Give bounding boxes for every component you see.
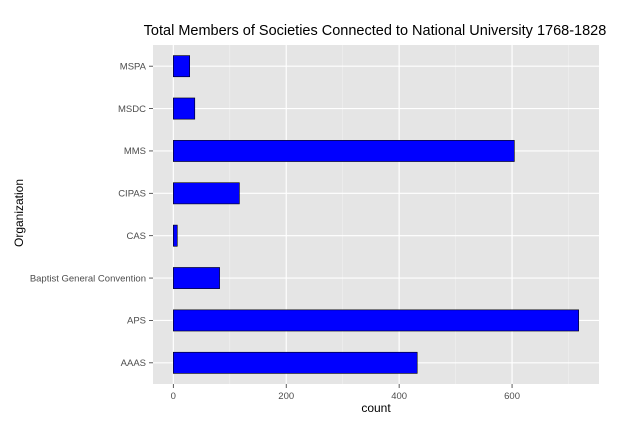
bars-group [173,55,579,374]
bar [173,140,515,162]
bar [173,267,220,289]
y-tick-label: AAAS [121,358,146,369]
y-tick-label: CIPAS [118,189,146,200]
x-tick-label: 600 [504,391,520,402]
y-tick-label: MMS [124,146,146,157]
y-tick-label: Baptist General Convention [30,273,146,284]
bar [173,351,418,374]
x-tick-label: 0 [171,391,176,402]
y-tick-label: CAS [126,231,146,242]
x-tick-label: 400 [391,391,407,402]
bar [173,182,240,205]
bar [173,309,579,332]
chart-title: Total Members of Societies Connected to … [144,23,607,39]
y-tick-label: APS [127,316,146,327]
y-tick-label: MSPA [120,61,147,72]
y-axis-title: Organization [12,179,26,247]
bar [173,55,190,78]
x-axis-title: count [361,401,391,415]
x-axis: 0 200 400 600 [171,384,520,402]
x-tick-label: 200 [278,391,294,402]
y-tick-label: MSDC [118,104,146,115]
y-axis: MSPA MSDC MMS CIPAS CAS Baptist General Conve… [30,61,153,369]
bar [173,97,196,120]
plot-background [153,45,599,384]
bar [173,224,178,247]
